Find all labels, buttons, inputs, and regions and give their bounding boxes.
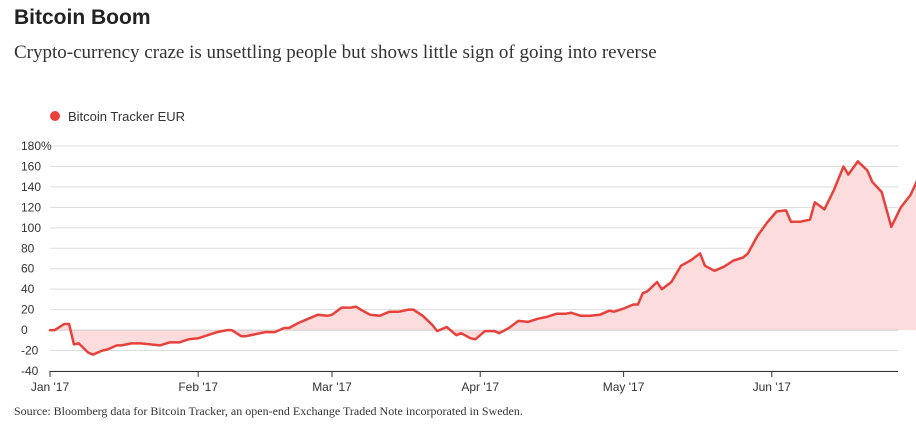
y-tick-label: 100 — [21, 221, 41, 235]
legend: Bitcoin Tracker EUR — [50, 106, 185, 126]
y-tick-label: 80 — [21, 241, 35, 255]
y-tick-label: -20 — [21, 344, 39, 358]
x-tick-label: May '17 — [603, 380, 645, 394]
y-tick-label: 40 — [21, 282, 35, 296]
x-tick-label: Mar '17 — [312, 380, 352, 394]
x-tick-label: Apr '17 — [461, 380, 499, 394]
legend-marker — [50, 111, 60, 121]
chart-subtitle: Crypto-currency craze is unsettling peop… — [14, 42, 657, 63]
y-tick-label: 180% — [21, 139, 52, 153]
y-tick-label: 0 — [21, 323, 28, 337]
legend-label: Bitcoin Tracker EUR — [68, 108, 186, 124]
y-tick-label: 20 — [21, 303, 35, 317]
y-tick-label: 60 — [21, 262, 35, 276]
series-line — [48, 160, 916, 356]
chart-title: Bitcoin Boom — [14, 6, 151, 29]
y-tick-label: 120 — [21, 200, 41, 214]
x-tick-label: Jan '17 — [31, 380, 70, 394]
x-tick-label: Jun '17 — [753, 380, 792, 394]
x-tick-label: Feb '17 — [178, 380, 218, 394]
series-area — [50, 161, 916, 355]
y-tick-label: 160 — [21, 159, 41, 173]
source-note: Source: Bloomberg data for Bitcoin Track… — [14, 404, 523, 418]
y-tick-label: 140 — [21, 180, 41, 194]
y-tick-label: -40 — [21, 364, 39, 378]
